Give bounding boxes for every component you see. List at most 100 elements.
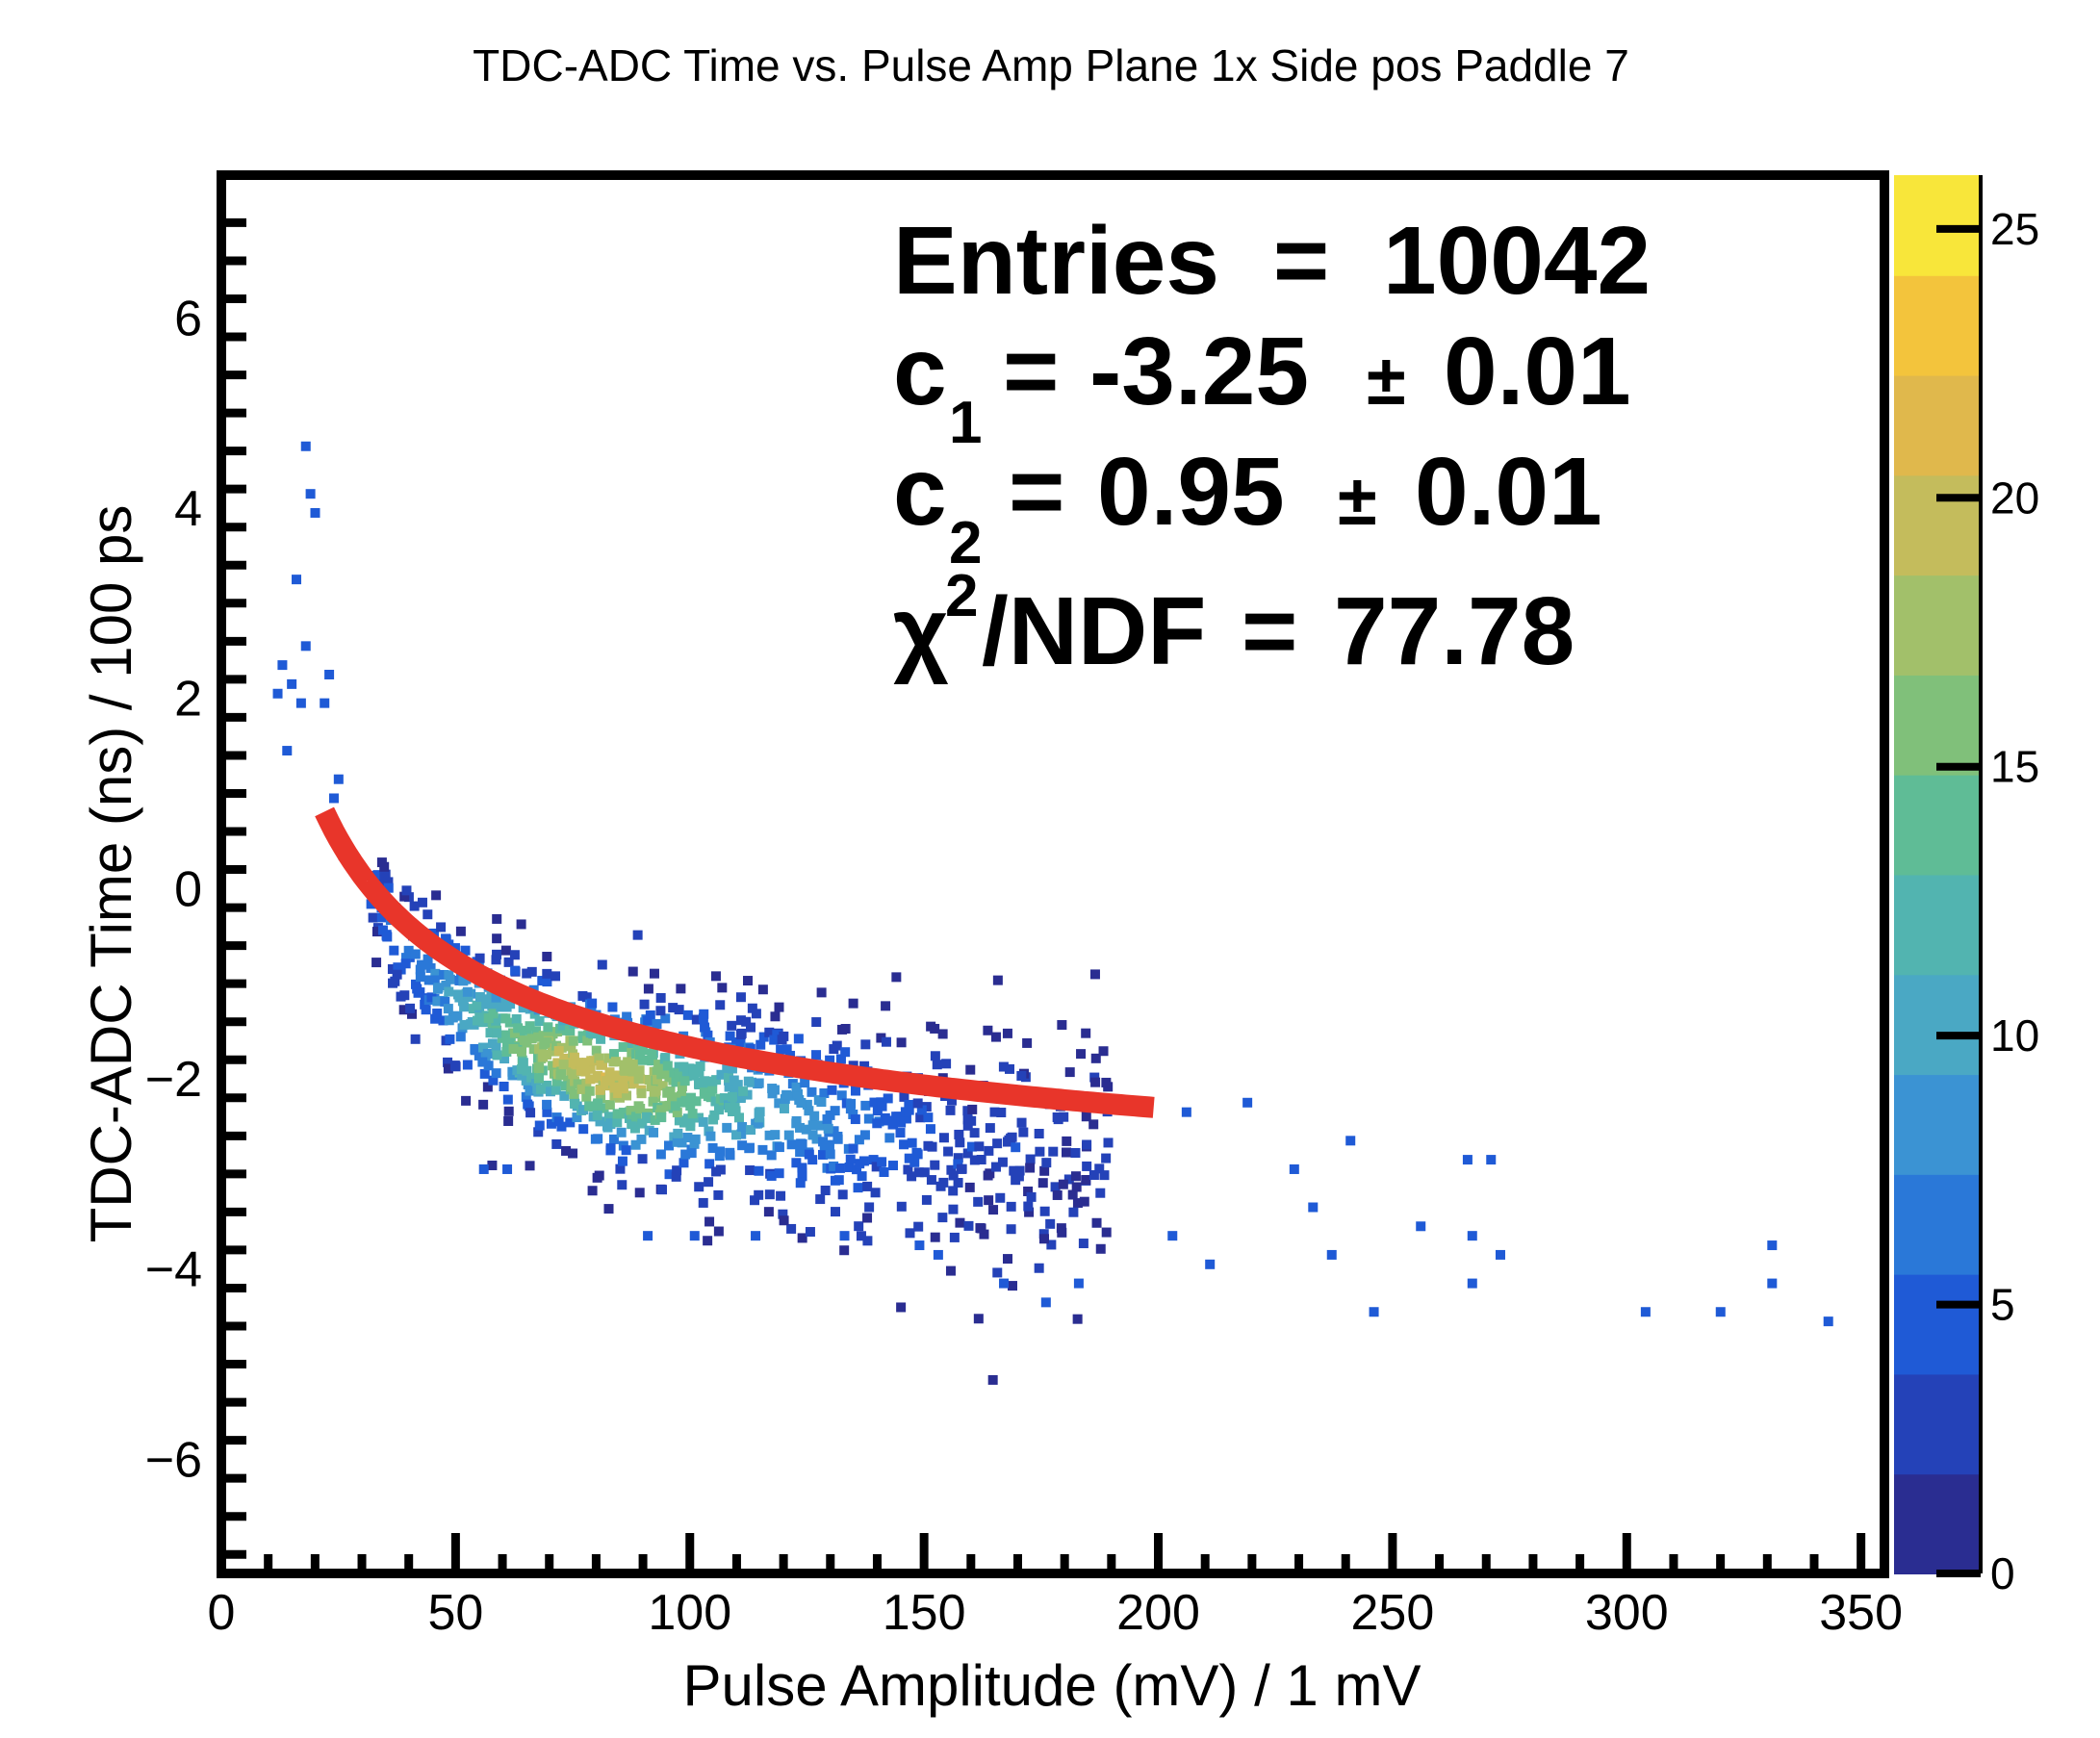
outlier-bin (1289, 1163, 1299, 1174)
heatmap-bin (730, 1106, 741, 1116)
heatmap-bin (930, 1051, 940, 1061)
heatmap-bin (830, 1175, 840, 1186)
colorbar-segment (1894, 474, 1981, 576)
heatmap-bin (538, 1052, 549, 1062)
heatmap-bin (757, 1144, 768, 1155)
heatmap-bin (656, 1069, 667, 1080)
outlier-bin (1715, 1307, 1726, 1317)
outlier-bin (1167, 1231, 1178, 1241)
outlier-bin (295, 698, 306, 708)
heatmap-bin (883, 1093, 893, 1104)
heatmap-bin (743, 976, 754, 986)
heatmap-bin (511, 1013, 522, 1024)
heatmap-bin (903, 1164, 913, 1175)
heatmap-bin (521, 1075, 531, 1086)
heatmap-bin (478, 1042, 489, 1053)
heatmap-bin (937, 1213, 948, 1223)
heatmap-bin (533, 1044, 544, 1055)
heatmap-bin (604, 1067, 615, 1078)
heatmap-bin (764, 1189, 775, 1200)
heatmap-bin (499, 1081, 509, 1091)
heatmap-bin (825, 1055, 835, 1065)
heatmap-bin (953, 1159, 963, 1169)
outlier-bin (1181, 1107, 1191, 1117)
heatmap-bin (533, 1061, 544, 1072)
heatmap-bin (1013, 1171, 1024, 1182)
heatmap-bin (1090, 1053, 1101, 1063)
stats-chi2-label: /NDF (982, 577, 1206, 685)
heatmap-bin (646, 1082, 656, 1092)
heatmap-bin (923, 1112, 934, 1123)
heatmap-bin (816, 1120, 827, 1131)
stats-entries-value: 10042 (1383, 207, 1651, 315)
heatmap-bin (662, 1061, 673, 1071)
heatmap-bin (551, 971, 561, 982)
heatmap-bin (791, 1082, 802, 1092)
heatmap-bin (556, 1121, 567, 1132)
heatmap-bin (974, 1141, 985, 1152)
heatmap-bin (1062, 1147, 1072, 1158)
heatmap-bin (932, 1060, 942, 1070)
outlier-bin (272, 688, 283, 699)
heatmap-bin (542, 952, 552, 962)
outlier-bin (1486, 1155, 1497, 1165)
heatmap-bin (415, 972, 425, 983)
heatmap-bin (688, 1066, 699, 1077)
heatmap-bin (963, 1220, 974, 1231)
outlier-bin (287, 678, 297, 689)
heatmap-bin (694, 1182, 704, 1192)
heatmap-bin (797, 1167, 807, 1178)
heatmap-bin (630, 1139, 641, 1150)
heatmap-bin (850, 1086, 860, 1096)
heatmap-bin (804, 1149, 814, 1160)
heatmap-bin (757, 984, 768, 995)
heatmap-bin (648, 1055, 658, 1065)
heatmap-bin (1023, 1201, 1034, 1212)
stats-chi2-symbol: χ (893, 577, 949, 685)
heatmap-bin (671, 1092, 681, 1103)
heatmap-bin (682, 1113, 693, 1124)
heatmap-bin (925, 1124, 935, 1135)
outlier-bin (1823, 1316, 1833, 1327)
heatmap-bin (896, 1037, 907, 1048)
heatmap-bin (623, 1057, 633, 1067)
heatmap-bin (763, 1207, 774, 1217)
heatmap-bin (923, 1140, 934, 1151)
heatmap-bin (379, 861, 390, 872)
colorbar-segment (1894, 874, 1981, 976)
heatmap-bin (955, 1217, 965, 1228)
heatmap-bin (913, 1221, 924, 1232)
heatmap-bin (641, 1112, 652, 1122)
heatmap-bin (1052, 1112, 1063, 1122)
heatmap-bin (1095, 1188, 1106, 1198)
heatmap-bin (895, 1128, 906, 1138)
heatmap-bin (837, 1189, 848, 1200)
heatmap-bin (896, 1201, 907, 1212)
heatmap-bin (470, 1045, 480, 1056)
stats-c2-error: 0.01 (1415, 438, 1602, 546)
heatmap-bin (534, 1016, 545, 1027)
heatmap-bin (893, 1112, 904, 1122)
heatmap-bin (439, 969, 449, 980)
heatmap-bin (715, 1146, 726, 1157)
outlier-bin (1326, 1249, 1337, 1260)
heatmap-bin (744, 1142, 755, 1153)
heatmap-bin (401, 885, 412, 896)
heatmap-bin (382, 932, 393, 942)
heatmap-bin (845, 1154, 856, 1164)
heatmap-bin (857, 1171, 867, 1182)
heatmap-bin (459, 1002, 470, 1012)
outlier-bin (1467, 1231, 1477, 1241)
heatmap-bin (998, 1061, 1009, 1072)
heatmap-bin (603, 1112, 614, 1122)
heatmap-bin (1088, 1119, 1099, 1130)
heatmap-bin (955, 1137, 965, 1148)
heatmap-bin (542, 1099, 552, 1110)
heatmap-bin (487, 1001, 498, 1011)
heatmap-bin (633, 1074, 644, 1085)
heatmap-bin (687, 1109, 698, 1119)
heatmap-bin (423, 909, 433, 920)
heatmap-bin (569, 1088, 579, 1099)
heatmap-bin (845, 1104, 856, 1114)
outlier-bin (839, 1231, 850, 1241)
